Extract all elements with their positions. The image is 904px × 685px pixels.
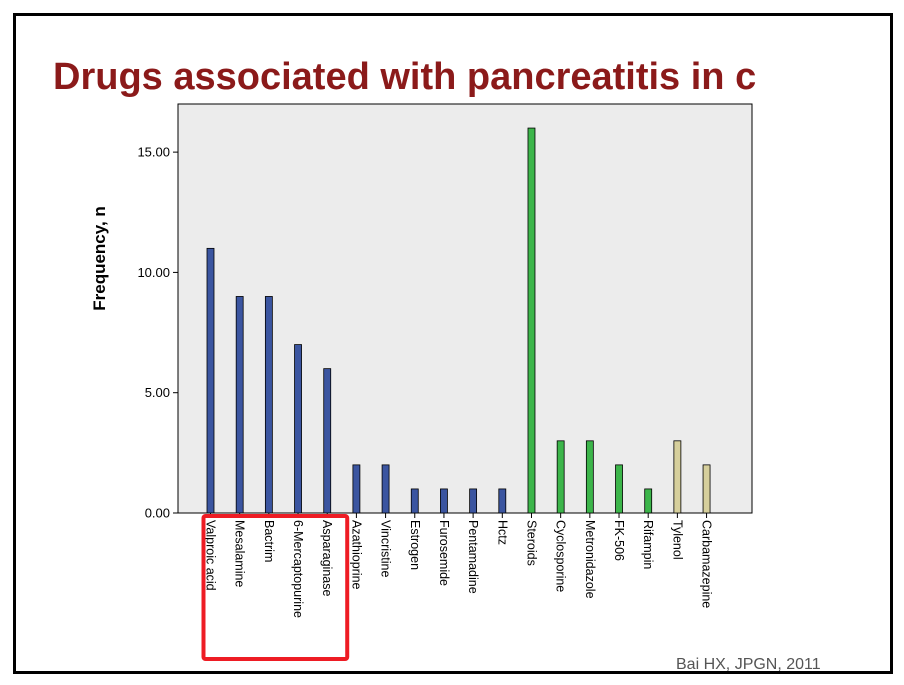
plot-area: [177, 103, 753, 514]
x-tick-label: Steroids: [524, 520, 538, 566]
y-axis-label: Frequency, n: [90, 206, 109, 311]
bar-tylenol: [673, 440, 682, 514]
y-tick-label: 10.00: [137, 265, 170, 280]
bar-azathioprine: [352, 464, 361, 514]
x-tick-label: 6-Mercaptopurine: [291, 520, 305, 618]
bar-cyclosporine: [556, 440, 565, 514]
x-tick-label: Tylenol: [670, 520, 684, 560]
bar-mesalamine: [235, 296, 244, 514]
chart-container: 0.00 5.00 10.00 15.00 Valproic acid Mesalami…: [60, 102, 770, 662]
bar-vincristine: [381, 464, 390, 514]
x-tick-label: Azathioprine: [349, 520, 363, 590]
x-tick-label: FK-506: [612, 520, 626, 561]
x-tick-label: Furosemide: [437, 520, 451, 586]
x-tick-label: Estrogen: [408, 520, 422, 570]
y-tick-label: 0.00: [145, 506, 170, 521]
x-tick-label: Cyclosporine: [554, 520, 568, 592]
bar-estrogen: [410, 488, 419, 514]
y-tick-label: 15.00: [137, 145, 170, 160]
x-tick-label: Rifampin: [641, 520, 655, 569]
x-tick-label: Pentamadine: [466, 520, 480, 594]
x-tick-label: Vincristine: [379, 520, 393, 577]
bar-pentamadine: [469, 488, 478, 514]
bar-furosemide: [440, 488, 448, 514]
highlight-box: [201, 514, 350, 661]
bar-steroids: [527, 127, 536, 514]
bars: [206, 127, 711, 514]
x-axis: Valproic acid Mesalamine Bactrim 6-Mercapto…: [204, 513, 714, 618]
bar-bactrim: [264, 296, 273, 514]
x-tick-label: Asparaginase: [320, 520, 334, 596]
citation: Bai HX, JPGN, 2011: [676, 656, 821, 673]
bar-hctz: [498, 488, 507, 514]
bar-valproic-acid: [206, 247, 215, 514]
x-tick-label: Mesalamine: [233, 520, 247, 587]
y-tick-label: 5.00: [145, 385, 170, 400]
bar-chart: 0.00 5.00 10.00 15.00 Valproic acid Mesalami…: [90, 103, 753, 661]
x-tick-label: Carbamazepine: [700, 520, 714, 608]
bar-carbamazepine: [702, 464, 711, 514]
x-tick-label: Hctz: [495, 520, 509, 545]
slide-title: Drugs associated with pancreatitis in c: [53, 56, 757, 98]
x-tick-label: Bactrim: [262, 520, 276, 562]
y-axis: 0.00 5.00 10.00 15.00: [137, 145, 178, 521]
bar-6-mercaptopurine: [294, 344, 302, 514]
x-tick-label: Metronidazole: [583, 520, 597, 599]
bar-metronidazole: [585, 440, 594, 514]
x-tick-label: Valproic acid: [204, 520, 218, 591]
bar-fk-506: [615, 464, 623, 514]
bar-asparaginase: [323, 368, 332, 514]
bar-rifampin: [644, 488, 653, 514]
